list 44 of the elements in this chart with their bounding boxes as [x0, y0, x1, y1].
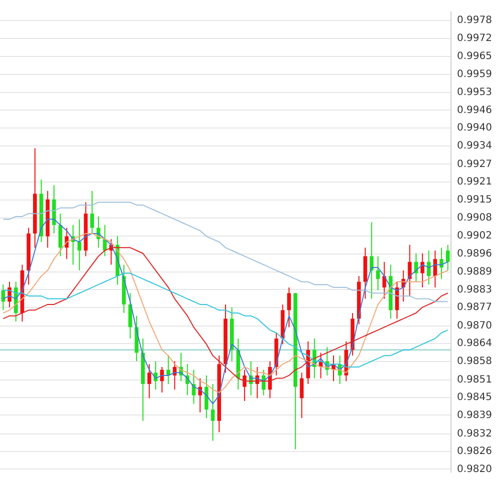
y-tick-label: 0.9845	[457, 392, 492, 403]
candlestick	[446, 244, 450, 271]
y-tick-label: 0.9908	[457, 212, 492, 224]
y-tick-label: 0.9902	[457, 230, 492, 242]
candlestick	[287, 286, 291, 328]
y-tick-label: 0.9946	[457, 104, 492, 116]
candlestick	[58, 213, 62, 257]
candlestick	[370, 222, 374, 300]
candlestick	[395, 281, 399, 320]
y-tick-label: 0.9940	[457, 122, 492, 134]
candlestick	[420, 252, 424, 288]
y-tick-label: 0.9864	[457, 338, 492, 350]
y-tick-label: 0.9896	[457, 248, 492, 260]
candlestick	[204, 374, 208, 419]
y-tick-label: 0.9870	[457, 320, 492, 332]
candlestick	[160, 366, 164, 393]
candlestick	[262, 369, 266, 396]
y-tick-label: 0.9839	[457, 410, 492, 421]
candlestick	[78, 218, 82, 271]
y-tick-label: 0.9826	[457, 446, 492, 457]
candlestick	[90, 190, 94, 234]
y-tick-label: 0.9851	[457, 374, 492, 386]
y-tick-label: 0.9927	[457, 158, 492, 170]
candlestick	[440, 247, 444, 280]
y-tick-label: 0.9953	[457, 86, 492, 98]
candlestick	[147, 364, 152, 399]
y-tick-label: 0.9883	[457, 284, 492, 296]
candlestick	[376, 256, 380, 291]
y-tick-label: 0.9921	[457, 176, 492, 188]
candlestick	[433, 250, 438, 288]
y-tick-label: 0.9978	[457, 15, 492, 26]
y-tick-label: 0.9820	[457, 464, 492, 475]
y-tick-label: 0.9832	[457, 428, 492, 440]
y-tick-label: 0.9965	[457, 50, 492, 62]
y-tick-label: 0.9972	[457, 33, 492, 44]
y-tick-label: 0.9877	[457, 302, 492, 314]
y-tick-label: 0.9934	[457, 140, 492, 152]
candlestick	[300, 372, 304, 419]
y-tick-label: 0.9915	[457, 194, 492, 206]
candlestick	[242, 369, 246, 402]
y-tick-label: 0.9889	[457, 266, 492, 278]
y-tick-label: 0.9959	[457, 69, 492, 80]
y-tick-label: 0.9858	[457, 356, 492, 368]
candlestick	[210, 383, 215, 442]
